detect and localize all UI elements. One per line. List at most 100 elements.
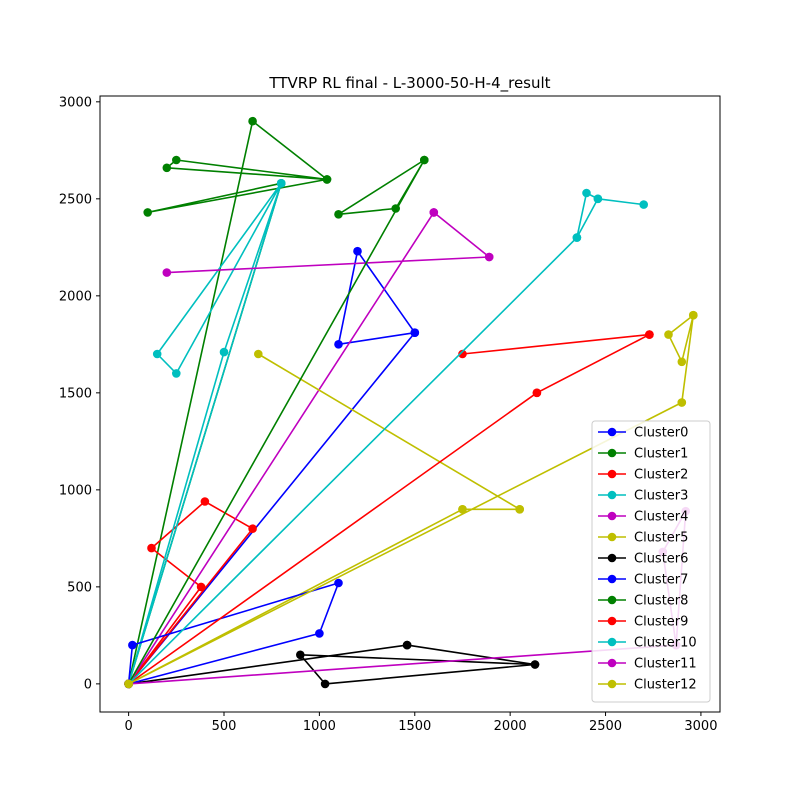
data-point [334, 340, 343, 349]
data-point [593, 194, 603, 204]
data-point [572, 233, 582, 242]
data-point [458, 505, 467, 514]
y-tick-label: 2000 [59, 289, 92, 304]
series-line [128, 192, 645, 685]
data-point [320, 679, 330, 689]
chart-title: TTVRP RL final - L-3000-50-H-4_result [268, 74, 550, 93]
x-tick-label: 3000 [684, 719, 717, 734]
x-tick-label: 1000 [303, 719, 336, 734]
data-point [219, 347, 229, 357]
legend-label: Cluster3 [634, 489, 688, 504]
data-point [248, 116, 257, 126]
y-tick-label: 0 [84, 677, 92, 692]
data-point [582, 188, 591, 198]
legend-item-cluster1: Cluster1 [598, 447, 688, 462]
data-point [391, 204, 401, 213]
x-tick-label: 500 [212, 719, 237, 734]
data-point [248, 524, 257, 533]
x-tick-label: 2000 [494, 719, 527, 734]
legend-marker [607, 637, 617, 647]
data-point [196, 582, 206, 592]
legend-item-cluster7: Cluster7 [598, 573, 688, 588]
data-point [147, 543, 156, 553]
legend-item-cluster6: Cluster6 [598, 552, 688, 567]
data-point [402, 640, 412, 650]
legend-label: Cluster0 [634, 426, 688, 441]
legend-label: Cluster10 [634, 636, 697, 651]
legend-item-cluster4: Cluster4 [598, 510, 688, 525]
legend-label: Cluster12 [634, 678, 697, 693]
data-point [532, 388, 542, 398]
data-point [515, 505, 524, 514]
data-point [689, 310, 698, 320]
legend-label: Cluster5 [634, 531, 688, 546]
data-point [296, 650, 305, 660]
data-point [143, 208, 152, 217]
legend-item-cluster12: Cluster12 [598, 678, 697, 693]
x-tick-label: 1500 [398, 719, 431, 734]
legend-item-cluster3: Cluster3 [598, 489, 688, 504]
legend-marker [607, 427, 617, 437]
legend-label: Cluster9 [634, 615, 688, 630]
legend-marker [607, 490, 617, 500]
data-point [677, 398, 687, 407]
legend-item-cluster10: Cluster10 [598, 636, 697, 651]
data-point [322, 175, 332, 184]
data-point [484, 252, 494, 262]
data-point [677, 357, 687, 367]
data-point [420, 155, 429, 165]
legend-marker [607, 679, 617, 689]
axes-frame [99, 95, 721, 713]
data-point [162, 268, 172, 277]
data-point [334, 578, 343, 588]
legend-marker [607, 448, 617, 458]
data-point [124, 679, 133, 689]
data-point [458, 349, 467, 359]
legend-label: Cluster4 [634, 510, 688, 525]
legend-item-cluster9: Cluster9 [598, 615, 688, 630]
legend-item-cluster5: Cluster5 [598, 531, 688, 546]
legend-item-cluster0: Cluster0 [598, 426, 688, 441]
legend-marker [607, 532, 617, 542]
legend-marker [607, 553, 617, 563]
legend-marker [607, 511, 617, 521]
legend-marker [607, 616, 617, 626]
legend-item-cluster2: Cluster2 [598, 468, 688, 483]
data-point [315, 629, 324, 638]
x-tick-label: 0 [124, 719, 132, 734]
legend-label: Cluster2 [634, 468, 688, 483]
legend-marker [607, 574, 617, 584]
data-point [645, 330, 654, 339]
y-tick-label: 500 [67, 580, 92, 595]
data-point [172, 369, 181, 378]
data-point [530, 660, 540, 669]
data-point [172, 155, 181, 165]
legend-marker [607, 658, 617, 668]
data-point [253, 349, 263, 359]
data-point [152, 349, 162, 359]
legend-marker [607, 595, 617, 605]
series-line [127, 250, 416, 685]
data-point [664, 330, 673, 339]
y-tick-label: 3000 [59, 95, 92, 110]
axes: 0 500 1000 1500 2000 2500 3000 0 500 1000 1500 2000… [59, 95, 721, 734]
data-point [128, 640, 137, 650]
series-line [128, 644, 536, 685]
legend-marker [607, 469, 617, 479]
y-tick-label: 1500 [59, 386, 92, 401]
data-point [639, 200, 648, 209]
x-tick-label: 2500 [589, 719, 622, 734]
legend-label: Cluster11 [634, 657, 697, 672]
data-point [353, 246, 362, 256]
legend-item-cluster11: Cluster11 [598, 657, 697, 672]
series-cluster12 [124, 310, 698, 689]
legend-label: Cluster8 [634, 594, 688, 609]
legend-item-cluster8: Cluster8 [598, 594, 688, 609]
series-line [127, 500, 254, 685]
series-line [128, 314, 695, 685]
legend-label: Cluster7 [634, 573, 688, 588]
legend-box [591, 420, 711, 703]
legend-label: Cluster6 [634, 552, 688, 567]
series-line [127, 159, 426, 685]
